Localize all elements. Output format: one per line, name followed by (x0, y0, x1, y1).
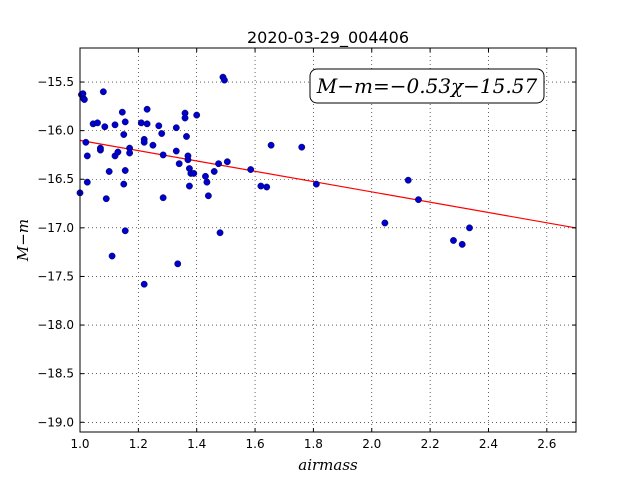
data-point (257, 182, 265, 190)
data-point (108, 252, 116, 260)
data-point (105, 168, 113, 175)
data-point (210, 168, 218, 175)
data-point (120, 180, 128, 188)
data-point (137, 119, 145, 127)
data-point (267, 141, 275, 149)
data-point (181, 114, 189, 122)
data-point (450, 237, 457, 244)
data-point (190, 170, 198, 177)
data-point (175, 160, 183, 168)
y-tick-label: −15.5 (37, 75, 74, 89)
x-tick-label: 2.2 (421, 437, 440, 451)
y-tick-label: −18.5 (37, 367, 74, 381)
fit-equation: M−m=−0.53χ−15.57 (316, 74, 538, 98)
x-tick-label: 1.4 (187, 437, 206, 451)
data-point (216, 229, 224, 237)
data-points (76, 73, 473, 288)
x-tick-label: 2.6 (537, 437, 556, 451)
y-tick-label: −17.5 (37, 269, 74, 283)
data-point (458, 240, 466, 248)
data-point (263, 183, 271, 191)
data-point (172, 147, 180, 155)
data-point (140, 280, 148, 288)
equation-frame (309, 68, 545, 104)
x-tick-label: 1.6 (246, 437, 265, 451)
data-point (204, 192, 212, 200)
data-point (94, 119, 101, 127)
data-point (184, 156, 192, 164)
data-point (159, 151, 167, 159)
data-point (101, 123, 109, 131)
y-tick-label: −16.0 (37, 124, 74, 138)
data-point (158, 130, 166, 137)
y-tick-label: −19.0 (37, 415, 74, 429)
data-point (466, 224, 473, 232)
data-point (415, 196, 422, 204)
data-point (102, 195, 110, 203)
y-tick-label: −18.0 (37, 318, 74, 332)
chart-title: 2020-03-29_004406 (247, 28, 409, 48)
data-point (126, 149, 134, 157)
data-point (111, 121, 119, 129)
y-axis-label: M−m (14, 219, 32, 262)
x-tick-label: 1.0 (70, 437, 89, 451)
data-point (82, 138, 90, 146)
data-point (203, 178, 211, 186)
x-axis-label: airmass (298, 456, 358, 474)
x-tick-label: 2.0 (362, 437, 381, 451)
data-point (202, 172, 209, 180)
data-point (183, 133, 190, 140)
data-point (223, 158, 231, 166)
data-point (298, 143, 306, 151)
data-point (159, 194, 167, 202)
data-point (404, 176, 412, 184)
x-tick-label: 2.4 (479, 437, 498, 451)
data-point (120, 131, 128, 138)
data-point (215, 160, 222, 168)
data-point (172, 124, 180, 132)
x-tick-label: 1.2 (129, 437, 148, 451)
y-tick-label: −17.0 (37, 221, 74, 235)
plot-frame (79, 47, 577, 433)
data-point (174, 260, 182, 268)
data-point (97, 144, 104, 152)
x-tick-label: 1.8 (304, 437, 323, 451)
data-point (193, 111, 201, 119)
data-point (221, 76, 228, 84)
data-point (140, 138, 148, 146)
data-point (83, 178, 91, 186)
data-point (143, 120, 151, 128)
data-point (118, 108, 126, 116)
fit-equation-box: M−m=−0.53χ−15.57 (309, 68, 545, 104)
data-point (121, 118, 129, 126)
y-tick-label: −16.5 (37, 172, 74, 186)
data-point (121, 227, 129, 235)
data-point (121, 167, 129, 174)
data-point (80, 96, 88, 103)
data-point (83, 152, 91, 160)
ticks: 1.0 1.2 1.4 1.6 1.8 2.0 2.2 2.4 2.6 −15.5 −16.0 −16… (37, 48, 576, 451)
data-point (312, 180, 320, 188)
data-point (99, 88, 107, 96)
data-point (155, 122, 163, 130)
data-point (149, 141, 157, 149)
data-point (186, 182, 193, 190)
data-point (143, 105, 151, 113)
data-point (381, 219, 389, 227)
data-point (247, 166, 255, 173)
data-point (114, 148, 122, 156)
